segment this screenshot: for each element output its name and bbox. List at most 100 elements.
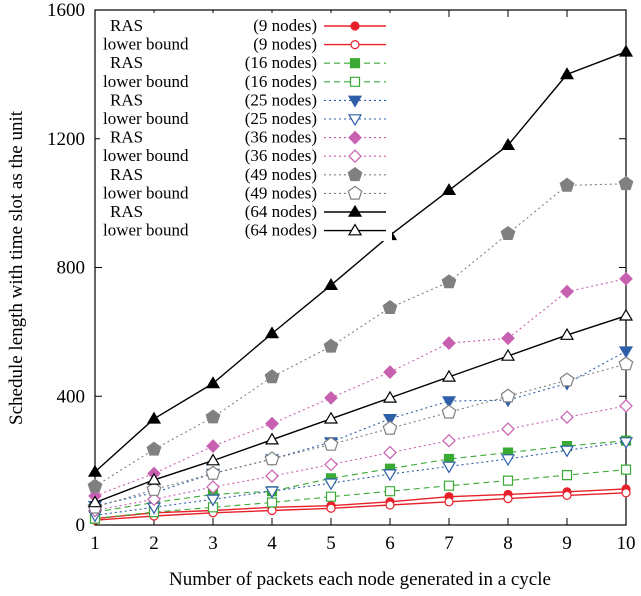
legend-series-name: RAS [110, 53, 143, 72]
legend-marker [347, 185, 363, 200]
data-point [441, 369, 457, 382]
series-9 [87, 356, 634, 514]
legend-node-count: (9 nodes) [253, 35, 317, 54]
data-point [146, 481, 162, 496]
data-point [559, 327, 575, 340]
data-point [500, 348, 516, 361]
data-point [326, 503, 336, 513]
legend-entry: RAS (49 nodes) [110, 165, 386, 184]
series-line [94, 51, 627, 473]
data-point [385, 500, 395, 510]
data-point [87, 478, 103, 493]
data-point [443, 480, 455, 491]
data-point [618, 356, 634, 371]
data-point [500, 225, 516, 240]
legend-series-name: RAS [110, 128, 143, 147]
series-4 [87, 346, 634, 513]
data-point [382, 390, 398, 403]
data-point [323, 478, 339, 491]
series-10 [87, 44, 634, 477]
legend-entry: RAS (9 nodes) [110, 16, 386, 35]
legend-node-count: (16 nodes) [245, 53, 317, 72]
legend-marker [349, 76, 361, 87]
data-point [618, 437, 634, 450]
data-point [618, 308, 634, 321]
x-axis-label: Number of packets each node generated in… [169, 569, 551, 590]
legend-node-count: (16 nodes) [245, 72, 317, 91]
x-tick-label: 6 [385, 533, 395, 554]
data-point [561, 470, 573, 481]
data-point [444, 497, 454, 507]
legend-node-count: (64 nodes) [245, 202, 317, 221]
data-point [619, 271, 633, 286]
data-point [264, 451, 280, 466]
data-point [267, 505, 277, 516]
legend-marker [348, 149, 362, 164]
data-point [621, 488, 631, 498]
data-point [205, 453, 221, 466]
data-point [618, 346, 634, 359]
series-line [94, 315, 627, 504]
legend-node-count: (49 nodes) [245, 183, 317, 202]
series-line [94, 492, 627, 521]
legend-series-name: lower bound [103, 183, 189, 202]
data-point [265, 469, 279, 483]
series-line [94, 350, 627, 507]
data-point [442, 336, 456, 350]
data-point [559, 445, 575, 458]
data-point [559, 372, 575, 387]
x-tick-label: 3 [208, 533, 218, 554]
series-7 [88, 399, 633, 518]
legend-entry: lower bound (25 nodes) [103, 109, 386, 128]
data-point [441, 404, 457, 419]
legend-series-name: lower bound [103, 146, 189, 165]
legend-marker [349, 58, 361, 69]
series-line [94, 278, 627, 497]
x-tick-label: 8 [503, 533, 513, 554]
y-axis-label: Schedule length with time slot as the un… [6, 110, 27, 425]
legend-series-name: RAS [110, 165, 143, 184]
legend-entry: lower bound (49 nodes) [103, 183, 386, 202]
data-point [382, 420, 398, 435]
data-point [382, 299, 398, 314]
data-point [441, 461, 457, 474]
series-line [94, 405, 627, 512]
data-point [559, 67, 575, 80]
legend-entry: lower bound (64 nodes) [103, 221, 386, 240]
data-point [619, 399, 633, 413]
data-point [324, 391, 338, 405]
legend: RAS (9 nodes) lower bound (9 nodes) RAS (16 n… [100, 13, 392, 241]
legend-series-name: lower bound [103, 109, 189, 128]
legend-series-name: lower bound [103, 72, 189, 91]
series-0 [90, 484, 631, 524]
x-tick-label: 9 [562, 533, 572, 554]
x-tick-label: 2 [149, 533, 159, 554]
data-point [146, 411, 162, 424]
data-point [382, 469, 398, 482]
legend-node-count: (9 nodes) [253, 16, 317, 35]
data-point [206, 439, 220, 453]
legend-entry: RAS (36 nodes) [110, 128, 386, 147]
series-layer [87, 44, 634, 525]
x-tick-label: 4 [267, 533, 277, 554]
x-tick-label: 10 [617, 533, 636, 554]
series-8 [87, 176, 634, 493]
legend-series-name: lower bound [103, 35, 189, 54]
series-2 [89, 435, 632, 518]
data-point [265, 416, 279, 431]
data-point [87, 495, 103, 508]
data-point [501, 422, 515, 436]
data-point [384, 486, 396, 497]
data-point [560, 284, 574, 299]
data-point [206, 480, 220, 494]
series-line [94, 469, 627, 520]
data-point [620, 464, 632, 475]
data-point [441, 183, 457, 195]
data-point [323, 338, 339, 353]
y-tick-label: 0 [76, 515, 86, 536]
legend-entry: lower bound (16 nodes) [103, 72, 386, 91]
data-point [441, 396, 457, 409]
legend-series-name: RAS [110, 90, 143, 109]
data-point [323, 436, 339, 451]
